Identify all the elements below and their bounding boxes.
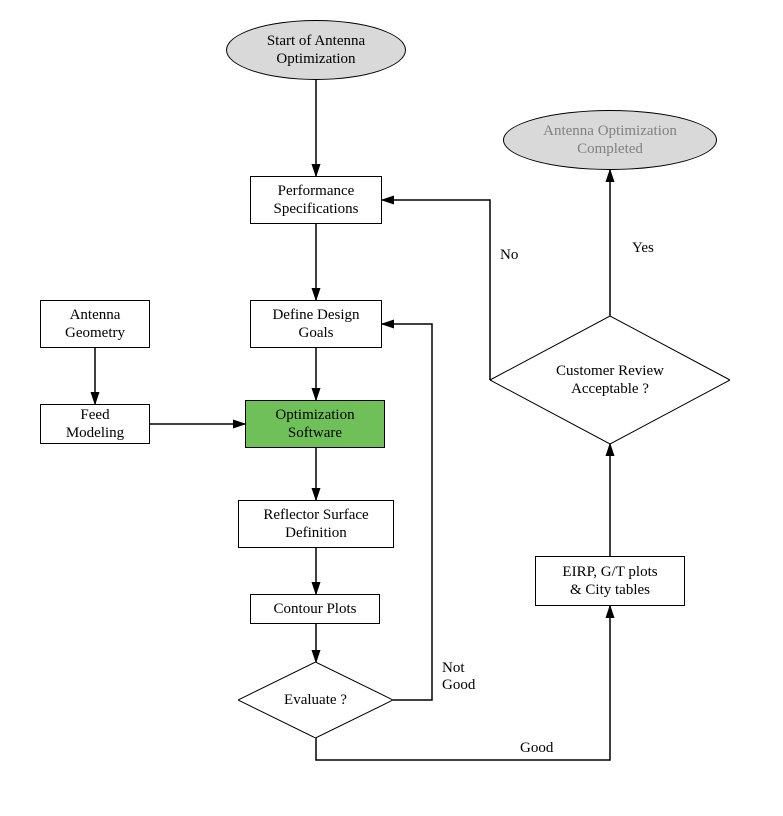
edge-label-good: Good [520, 740, 553, 757]
reflector-label-1: Reflector Surface [263, 507, 368, 523]
perf-spec-label-2: Specifications [274, 201, 359, 217]
eirp-label-2: & City tables [570, 582, 650, 598]
design-goals-label-2: Goals [299, 325, 334, 341]
ant-geom-label-2: Geometry [65, 325, 125, 341]
contour-plots-node: Contour Plots [250, 594, 380, 624]
reflector-node: Reflector Surface Definition [238, 500, 394, 548]
completed-node: Antenna Optimization Completed [503, 110, 717, 170]
feed-label-1: Feed [80, 407, 109, 423]
edge-label-yes: Yes [632, 240, 654, 257]
opt-sw-label-1: Optimization [275, 407, 354, 423]
design-goals-label-1: Define Design [272, 307, 359, 323]
customer-review-decision: Customer Review Acceptable ? [490, 316, 730, 444]
opt-sw-label-2: Software [288, 425, 342, 441]
evaluate-decision: Evaluate ? [238, 662, 393, 738]
antenna-geometry-node: Antenna Geometry [40, 300, 150, 348]
contour-label: Contour Plots [274, 600, 357, 618]
optimization-software-node: Optimization Software [245, 400, 385, 448]
review-label-1: Customer Review [556, 363, 664, 379]
completed-label-2: Completed [577, 141, 643, 157]
start-node: Start of Antenna Optimization [226, 20, 406, 80]
eirp-label-1: EIRP, G/T plots [562, 564, 657, 580]
review-label-2: Acceptable ? [571, 381, 649, 397]
reflector-label-2: Definition [285, 525, 347, 541]
ant-geom-label-1: Antenna [70, 307, 121, 323]
edge-label-not-good: Not Good [442, 660, 475, 694]
eirp-node: EIRP, G/T plots & City tables [535, 556, 685, 606]
start-label-2: Optimization [276, 51, 355, 67]
perf-spec-node: Performance Specifications [250, 176, 382, 224]
feed-label-2: Modeling [66, 425, 124, 441]
evaluate-label: Evaluate ? [284, 692, 347, 708]
edge-label-no: No [500, 247, 518, 264]
feed-modeling-node: Feed Modeling [40, 404, 150, 444]
start-label-1: Start of Antenna [267, 33, 365, 49]
perf-spec-label-1: Performance [278, 183, 355, 199]
completed-label-1: Antenna Optimization [543, 123, 677, 139]
design-goals-node: Define Design Goals [250, 300, 382, 348]
